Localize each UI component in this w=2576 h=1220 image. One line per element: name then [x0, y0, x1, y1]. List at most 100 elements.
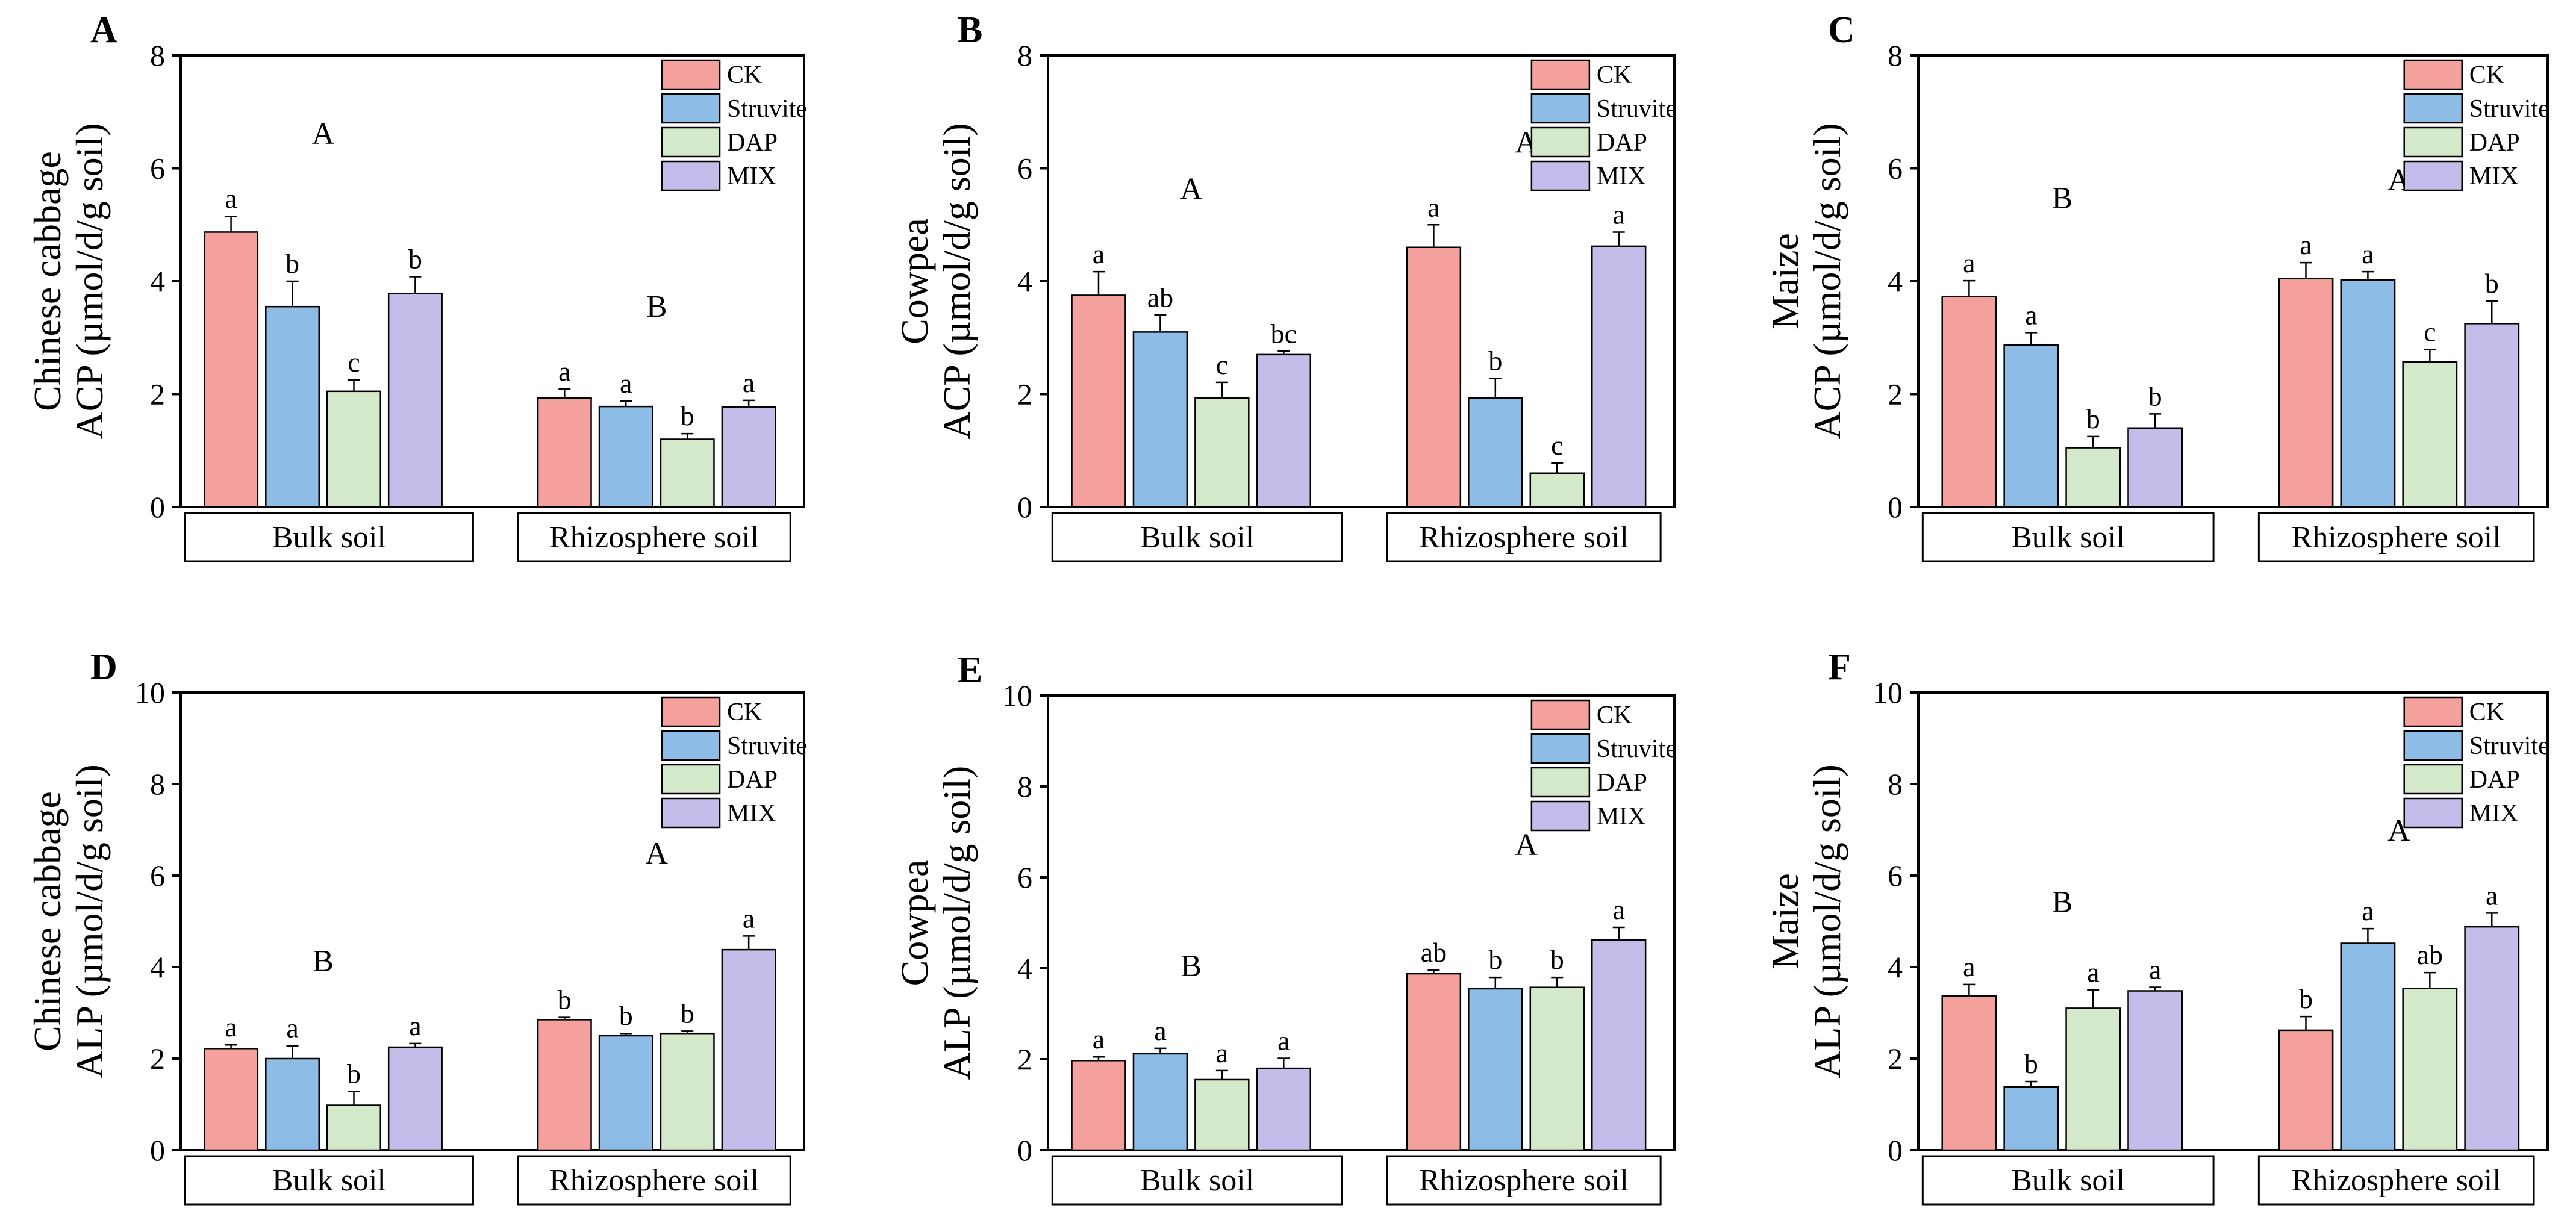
bar-ck-rhizosphere: [2278, 1029, 2334, 1151]
bar-struvite-bulk: [265, 305, 320, 508]
legend-label-dap: DAP: [2469, 766, 2520, 794]
significance-letter: a: [1277, 1025, 1290, 1056]
legend-label-ck: CK: [2469, 699, 2504, 726]
group-significance-letter: B: [2051, 181, 2072, 216]
legend-label-mix: MIX: [2469, 163, 2519, 190]
y-tick-label: 10: [135, 676, 165, 709]
category-box-rhizosphere: [517, 512, 791, 562]
significance-letter: c: [348, 347, 360, 378]
legend-label-dap: DAP: [1597, 769, 1647, 797]
y-tick-label: 2: [1017, 378, 1032, 411]
significance-letter: b: [681, 998, 694, 1029]
legend-label-struvite: Struvite: [2469, 732, 2549, 760]
y-axis-label-crop: Maize: [1764, 233, 1806, 329]
category-label-bulk: Bulk soil: [272, 1163, 386, 1198]
category-label-rhizosphere: Rhizosphere soil: [2292, 1163, 2501, 1198]
legend-swatch-ck: [2403, 59, 2463, 90]
y-tick-label: 2: [1017, 1042, 1032, 1076]
panel-letter-F: F: [1828, 647, 1851, 688]
group-significance-letter: B: [646, 290, 667, 324]
legend-swatch-ck: [2403, 696, 2463, 727]
bar-struvite-bulk: [265, 1057, 320, 1151]
legend-swatch-dap: [1530, 126, 1591, 158]
legend-swatch-ck: [1530, 699, 1591, 730]
legend-label-struvite: Struvite: [2469, 95, 2549, 123]
bar-struvite-bulk: [1132, 331, 1188, 508]
significance-letter: a: [558, 356, 570, 387]
y-axis-label-crop: Cowpea: [893, 860, 936, 986]
significance-letter: b: [408, 244, 422, 275]
bar-dap-rhizosphere: [2402, 988, 2458, 1151]
category-box-bulk: [184, 512, 474, 562]
significance-letter: a: [2362, 238, 2374, 269]
y-tick-label: 8: [150, 39, 165, 72]
significance-letter: b: [2024, 1048, 2038, 1079]
y-axis-label-crop: Chinese cabbage: [26, 151, 69, 411]
legend-swatch-mix: [661, 160, 721, 191]
significance-letter: c: [1216, 349, 1228, 380]
bar-ck-rhizosphere: [2278, 278, 2334, 508]
legend-swatch-dap: [2403, 126, 2463, 158]
y-tick-label: 6: [1888, 152, 1903, 185]
legend-swatch-struvite: [661, 730, 721, 761]
significance-letter: b: [1550, 944, 1564, 975]
category-label-rhizosphere: Rhizosphere soil: [1419, 520, 1629, 555]
y-axis-label-enzyme: ALP (µmol/d/g soil): [935, 766, 978, 1080]
legend-swatch-struvite: [1530, 733, 1591, 764]
y-tick-label: 4: [1888, 264, 1903, 298]
y-axis-label-crop: Chinese cabbage: [26, 791, 69, 1051]
bar-dap-rhizosphere: [660, 1032, 715, 1151]
category-label-bulk: Bulk soil: [2011, 520, 2125, 555]
significance-letter: b: [347, 1059, 361, 1089]
group-significance-letter: B: [2051, 885, 2072, 920]
category-box-rhizosphere: [1386, 1155, 1662, 1206]
legend-label-struvite: Struvite: [1597, 735, 1677, 763]
category-box-rhizosphere: [2257, 512, 2535, 562]
legend-label-mix: MIX: [1597, 163, 1646, 190]
significance-letter: b: [2148, 381, 2162, 411]
bar-dap-rhizosphere: [2402, 361, 2458, 508]
category-box-rhizosphere: [517, 1155, 791, 1206]
legend-swatch-dap: [1530, 767, 1591, 798]
significance-letter: a: [1093, 238, 1105, 269]
bar-struvite-rhizosphere: [598, 405, 653, 508]
y-tick-label: 2: [1888, 378, 1903, 411]
bar-dap-bulk: [2065, 1007, 2121, 1151]
y-tick-label: 8: [150, 767, 165, 801]
significance-letter: a: [225, 183, 237, 214]
bar-mix-rhizosphere: [721, 948, 776, 1151]
bar-mix-rhizosphere: [2464, 323, 2520, 508]
bar-ck-bulk: [1071, 1060, 1126, 1151]
panel-A: A 0 2 4 6 8 Chinese cabbage ACP (µmol/d/g soil)…: [26, 10, 807, 562]
significance-letter: b: [681, 400, 694, 431]
category-label-rhizosphere: Rhizosphere soil: [2292, 520, 2501, 555]
significance-letter: a: [2087, 957, 2099, 988]
category-label-bulk: Bulk soil: [1140, 520, 1254, 555]
bar-dap-bulk: [1194, 1078, 1250, 1151]
panel-D: D 0 2 4 6 8 10 Chinese cabbage ALP (µmol/d/g soi…: [26, 647, 807, 1206]
legend-swatch-struvite: [2403, 730, 2463, 761]
bar-dap-bulk: [1194, 397, 1250, 508]
y-tick-label: 4: [1888, 950, 1903, 984]
legend-swatch-mix: [2403, 160, 2463, 191]
significance-letter: b: [2086, 403, 2100, 434]
y-tick-label: 8: [1888, 39, 1903, 72]
category-box-rhizosphere: [2257, 1155, 2535, 1206]
legend-label-ck: CK: [1597, 61, 1632, 89]
bar-mix-rhizosphere: [1591, 939, 1647, 1151]
y-tick-label: 8: [1017, 770, 1032, 803]
significance-letter: a: [1963, 951, 1975, 982]
significance-letter: a: [2362, 895, 2374, 926]
significance-letter: b: [2485, 268, 2499, 299]
panel-letter-C: C: [1828, 10, 1855, 51]
y-tick-label: 4: [150, 264, 165, 298]
bar-dap-bulk: [326, 390, 381, 508]
significance-letter: a: [225, 1012, 237, 1042]
category-box-bulk: [184, 1155, 474, 1206]
significance-letter: c: [1551, 430, 1563, 461]
significance-letter: b: [2299, 983, 2313, 1014]
y-tick-label: 0: [1888, 1133, 1903, 1167]
